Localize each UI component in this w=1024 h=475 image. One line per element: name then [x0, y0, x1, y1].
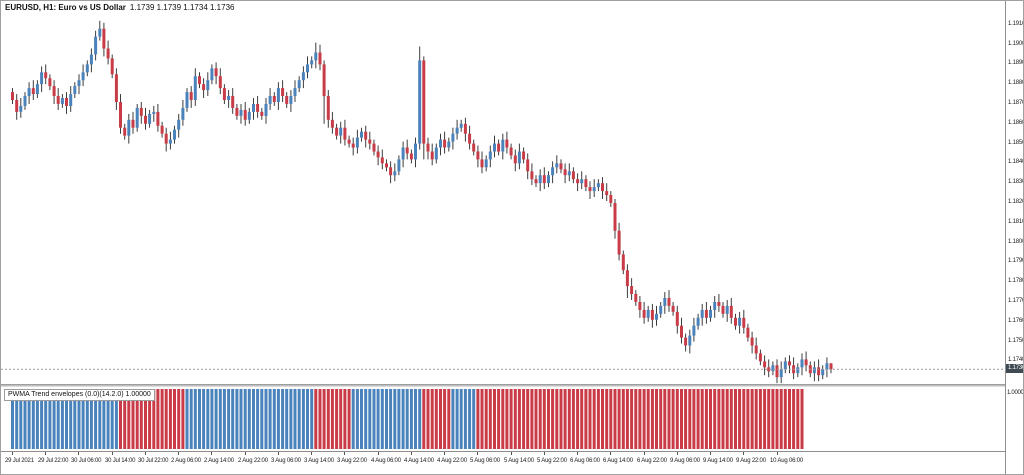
candlestick-chart[interactable] — [1, 1, 1005, 384]
price-axis-label: 1.1850 — [1008, 140, 1024, 146]
price-axis-label: 1.1810 — [1008, 219, 1024, 225]
time-axis-tick — [211, 452, 212, 455]
time-axis-label: 6 Aug 06:00 — [570, 458, 600, 464]
time-axis-tick — [344, 452, 345, 455]
chart-title: EURUSD, H1: Euro vs US Dollar 1.1739 1.17… — [5, 3, 234, 12]
price-axis-label: 1.1750 — [1008, 338, 1024, 344]
time-axis-label: 6 Aug 14:00 — [603, 458, 633, 464]
price-axis[interactable]: 1.1736 1.00000 1.1910 1.1900 1.1890 1.1880 1… — [1006, 1, 1024, 474]
price-axis-label: 1.1820 — [1008, 199, 1024, 205]
time-axis-label: 30 Jul 06:00 — [71, 458, 102, 464]
time-axis-label: 5 Aug 22:00 — [537, 458, 567, 464]
ohlc-values: 1.1739 1.1739 1.1734 1.1736 — [129, 3, 235, 12]
time-axis-tick — [78, 452, 79, 455]
time-axis-tick — [12, 452, 13, 455]
time-axis-tick — [411, 452, 412, 455]
time-axis-label: 2 Aug 14:00 — [204, 458, 234, 464]
time-axis-label: 3 Aug 14:00 — [304, 458, 334, 464]
time-axis-label: 4 Aug 14:00 — [404, 458, 434, 464]
time-axis-tick — [45, 452, 46, 455]
time-axis-tick — [278, 452, 279, 455]
time-axis-label: 2 Aug 06:00 — [171, 458, 201, 464]
symbol-timeframe-label: EURUSD, H1: Euro vs US Dollar — [5, 3, 126, 12]
time-axis-label: 30 Jul 22:00 — [138, 458, 169, 464]
indicator-histogram[interactable] — [1, 387, 1005, 451]
indicator-label[interactable]: PWMA Trend envelopes (0.0)(14.2.0) 1.000… — [4, 389, 155, 401]
time-axis-tick — [511, 452, 512, 455]
price-axis-label: 1.1900 — [1008, 41, 1024, 47]
price-axis-label: 1.1870 — [1008, 100, 1024, 106]
time-axis-label: 5 Aug 14:00 — [504, 458, 534, 464]
time-axis-tick — [378, 452, 379, 455]
time-axis-tick — [644, 452, 645, 455]
price-axis-label: 1.1880 — [1008, 80, 1024, 86]
price-axis-label: 1.1790 — [1008, 258, 1024, 264]
time-axis-label: 29 Jul 22:00 — [38, 458, 69, 464]
price-axis-label: 1.1860 — [1008, 120, 1024, 126]
time-axis-label: 3 Aug 06:00 — [271, 458, 301, 464]
time-axis-label: 10 Aug 06:00 — [770, 458, 803, 464]
candle-bodies — [11, 28, 833, 378]
time-axis-tick — [777, 452, 778, 455]
price-axis-label: 1.1830 — [1008, 179, 1024, 185]
time-axis-label: 4 Aug 06:00 — [371, 458, 401, 464]
time-axis-tick — [311, 452, 312, 455]
time-axis-tick — [444, 452, 445, 455]
trend-histogram-bars — [11, 389, 804, 449]
time-axis[interactable]: 29 Jul 2021 29 Jul 22:00 30 Jul 06:00 30 Ju… — [1, 451, 1005, 474]
time-axis-label: 2 Aug 22:00 — [238, 458, 268, 464]
time-axis-label: 9 Aug 22:00 — [736, 458, 766, 464]
indicator-axis-label: 1.00000 — [1007, 390, 1024, 396]
price-axis-label: 1.1780 — [1008, 278, 1024, 284]
time-axis-label: 30 Jul 14:00 — [105, 458, 136, 464]
time-axis-label: 4 Aug 22:00 — [437, 458, 467, 464]
time-axis-tick — [245, 452, 246, 455]
price-axis-label: 1.1800 — [1008, 239, 1024, 245]
price-axis-label: 1.1910 — [1008, 21, 1024, 27]
candle-wicks — [12, 20, 832, 384]
time-axis-tick — [178, 452, 179, 455]
time-axis-tick — [677, 452, 678, 455]
time-axis-tick — [544, 452, 545, 455]
price-axis-label: 1.1840 — [1008, 159, 1024, 165]
time-axis-label: 29 Jul 2021 — [5, 458, 34, 464]
current-price-badge: 1.1736 — [1006, 364, 1024, 373]
time-axis-tick — [610, 452, 611, 455]
time-axis-tick — [577, 452, 578, 455]
price-axis-border — [1005, 1, 1006, 474]
time-axis-tick — [145, 452, 146, 455]
time-axis-label: 3 Aug 22:00 — [337, 458, 367, 464]
time-axis-tick — [743, 452, 744, 455]
time-axis-label: 6 Aug 22:00 — [637, 458, 667, 464]
time-axis-tick — [710, 452, 711, 455]
time-axis-label: 5 Aug 06:00 — [470, 458, 500, 464]
panel-separator[interactable] — [1, 384, 1005, 387]
price-axis-label: 1.1890 — [1008, 60, 1024, 66]
time-axis-tick — [112, 452, 113, 455]
price-axis-label: 1.1760 — [1008, 318, 1024, 324]
price-axis-label: 1.1740 — [1008, 357, 1024, 363]
time-axis-tick — [477, 452, 478, 455]
time-axis-label: 9 Aug 06:00 — [670, 458, 700, 464]
price-axis-label: 1.1770 — [1008, 298, 1024, 304]
time-axis-label: 9 Aug 14:00 — [703, 458, 733, 464]
